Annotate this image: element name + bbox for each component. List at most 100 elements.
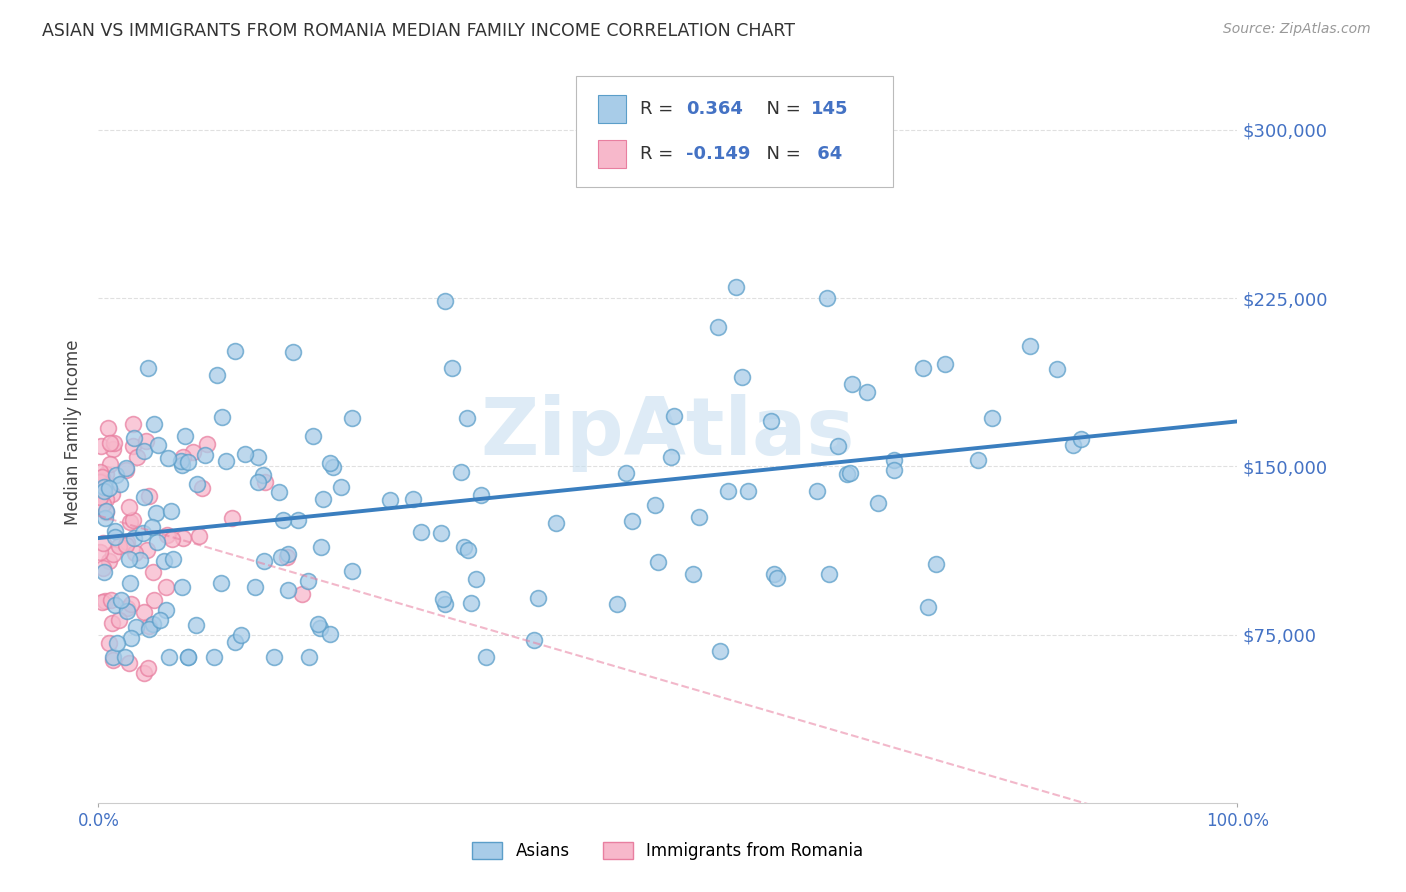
Point [170,580,193,594]
Text: N =: N = [755,100,807,118]
Point [157,650,180,665]
Point [409,524,432,539]
Point [277,582,299,597]
Point [114,461,136,475]
Text: ZipAtlas: ZipAtlas [481,393,855,472]
Point [142,565,165,579]
Point [152,554,174,568]
Point [707,319,730,334]
Point [1062,438,1084,452]
Point [243,580,266,594]
Point [105,636,128,650]
Point [309,540,332,554]
Text: R =: R = [640,100,679,118]
Point [647,555,669,569]
Point [934,357,956,371]
Point [143,592,166,607]
Point [319,456,342,470]
Point [91,595,114,609]
Point [378,492,401,507]
Point [96,467,118,481]
Point [544,516,567,530]
Point [132,444,155,458]
Text: ASIAN VS IMMIGRANTS FROM ROMANIA MEDIAN FAMILY INCOME CORRELATION CHART: ASIAN VS IMMIGRANTS FROM ROMANIA MEDIAN … [42,22,796,40]
Point [430,526,453,541]
Point [93,565,115,579]
Point [312,491,335,506]
Point [252,468,274,483]
Point [806,484,828,499]
Point [925,557,948,571]
Point [122,439,145,453]
Point [186,618,208,632]
Point [107,539,129,553]
Point [145,507,167,521]
Point [138,622,160,636]
Point [135,434,157,448]
Point [912,360,935,375]
Point [460,596,482,610]
Point [202,650,225,665]
Point [270,549,292,564]
Point [839,466,862,480]
Point [440,361,463,376]
Point [98,435,121,450]
Point [132,665,155,680]
Point [89,475,111,490]
Point [1018,339,1040,353]
Text: N =: N = [755,145,807,163]
Point [181,445,204,459]
Point [100,593,122,607]
Point [103,436,125,450]
Point [104,524,127,539]
Point [94,511,117,525]
Point [277,547,299,561]
Point [980,411,1002,425]
Text: 64: 64 [811,145,842,163]
Point [762,567,785,582]
Point [195,436,218,450]
Point [621,514,644,528]
Point [523,632,546,647]
Point [122,431,145,445]
Point [89,490,111,504]
Point [160,503,183,517]
Point [474,650,496,665]
Point [125,619,148,633]
Point [97,420,120,434]
Point [101,650,124,665]
Point [186,477,208,491]
Point [118,516,141,530]
Point [136,542,159,557]
Point [1070,433,1092,447]
Point [142,417,165,431]
Point [308,621,330,635]
Point [835,467,858,482]
Point [470,488,492,502]
Point [717,483,740,498]
Point [688,510,710,524]
Point [100,457,122,471]
Point [110,592,132,607]
Point [291,587,314,601]
Point [122,513,145,527]
Point [132,605,155,619]
Point [105,467,128,482]
Point [96,491,118,506]
Point [253,553,276,567]
Point [322,460,344,475]
Point [281,345,304,359]
Point [101,653,124,667]
Point [401,491,423,506]
Point [434,598,457,612]
Point [233,447,256,461]
Point [114,650,136,665]
Point [432,592,454,607]
Point [298,650,321,665]
Text: R =: R = [640,145,679,163]
Point [246,475,269,489]
Point [866,496,889,510]
Point [817,567,839,582]
Point [276,549,298,564]
Point [214,454,236,468]
